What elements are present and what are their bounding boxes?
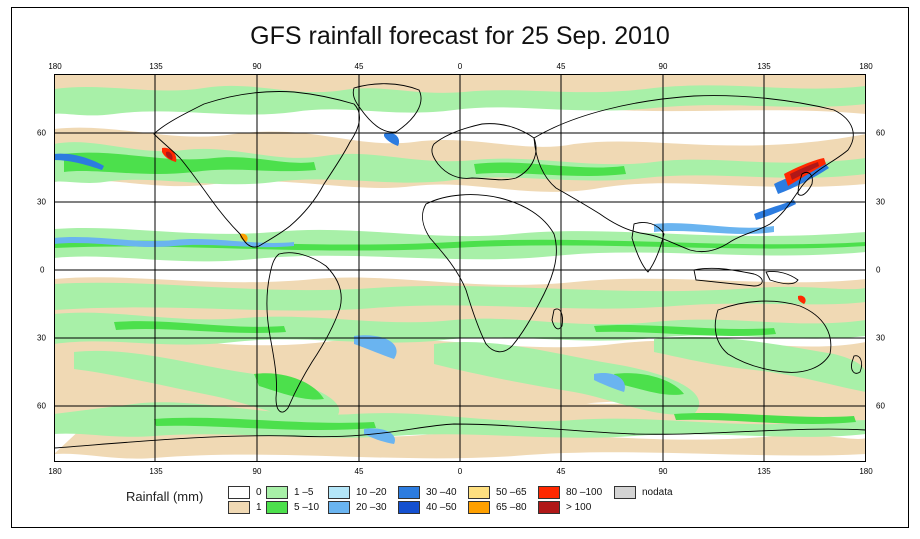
top-lon-label: 135 bbox=[149, 62, 163, 71]
top-lon-label: 0 bbox=[457, 62, 463, 71]
left-lat-label: 60 bbox=[37, 401, 46, 411]
rain-20-30mm-areas bbox=[54, 223, 774, 444]
legend-swatch-9 bbox=[468, 501, 490, 514]
top-lon-label: 180 bbox=[48, 62, 62, 71]
right-lat-label: 0 bbox=[876, 265, 881, 275]
left-lat-label: 30 bbox=[37, 333, 46, 343]
legend-label-0: 0 bbox=[256, 487, 262, 498]
legend-label-1: 1 bbox=[256, 502, 262, 513]
legend-swatch-7 bbox=[398, 501, 420, 514]
top-lon-label: 90 bbox=[252, 62, 262, 71]
rainfall-map bbox=[54, 74, 866, 462]
bottom-lon-label: 0 bbox=[457, 467, 463, 476]
bottom-lon-label: 45 bbox=[354, 467, 364, 476]
top-lon-label: 135 bbox=[757, 62, 771, 71]
legend-label-10: 80 –100 bbox=[566, 487, 603, 498]
legend-swatch-5 bbox=[328, 501, 350, 514]
bottom-lon-label: 90 bbox=[658, 467, 668, 476]
legend-swatch-6 bbox=[398, 486, 420, 499]
coastlines bbox=[54, 83, 866, 449]
legend-title: Rainfall (mm) bbox=[126, 489, 204, 504]
legend-swatch-2 bbox=[266, 486, 288, 499]
legend-swatch-10 bbox=[538, 486, 560, 499]
legend-label-11: > 100 bbox=[566, 502, 592, 513]
legend-label-6: 30 –40 bbox=[426, 487, 457, 498]
legend-swatch-11 bbox=[538, 501, 560, 514]
legend-label-7: 40 –50 bbox=[426, 502, 457, 513]
bottom-lon-label: 90 bbox=[252, 467, 262, 476]
right-lat-label: 30 bbox=[876, 197, 885, 207]
bottom-lon-label: 180 bbox=[48, 467, 62, 476]
right-lat-label: 60 bbox=[876, 128, 885, 138]
legend-swatch-0 bbox=[228, 486, 250, 499]
legend-swatch-4 bbox=[328, 486, 350, 499]
legend-swatch-8 bbox=[468, 486, 490, 499]
top-lon-label: 45 bbox=[354, 62, 364, 71]
bottom-lon-label: 135 bbox=[149, 467, 163, 476]
legend-swatch-12 bbox=[614, 486, 636, 499]
right-lat-label: 30 bbox=[876, 333, 885, 343]
left-lat-label: 30 bbox=[37, 197, 46, 207]
left-lat-label: 60 bbox=[37, 128, 46, 138]
left-lat-label: 0 bbox=[40, 265, 45, 275]
legend-label-12: nodata bbox=[642, 487, 673, 498]
legend-label-8: 50 –65 bbox=[496, 487, 527, 498]
legend-label-3: 5 –10 bbox=[294, 502, 320, 513]
legend-label-5: 20 –30 bbox=[356, 502, 387, 513]
bottom-lon-label: 180 bbox=[859, 467, 873, 476]
top-lon-label: 90 bbox=[658, 62, 668, 71]
bottom-lon-label: 45 bbox=[556, 467, 566, 476]
lat-lon-grid bbox=[54, 74, 866, 462]
bottom-lon-label: 135 bbox=[757, 467, 771, 476]
legend-label-9: 65 –80 bbox=[496, 502, 527, 513]
legend-label-4: 10 –20 bbox=[356, 487, 387, 498]
top-lon-label: 180 bbox=[859, 62, 873, 71]
legend-swatch-3 bbox=[266, 501, 288, 514]
map-title: GFS rainfall forecast for 25 Sep. 2010 bbox=[250, 22, 670, 50]
top-lon-label: 45 bbox=[556, 62, 566, 71]
map-border bbox=[54, 74, 866, 462]
legend-label-2: 1 –5 bbox=[294, 487, 314, 498]
legend-swatch-1 bbox=[228, 501, 250, 514]
right-lat-label: 60 bbox=[876, 401, 885, 411]
